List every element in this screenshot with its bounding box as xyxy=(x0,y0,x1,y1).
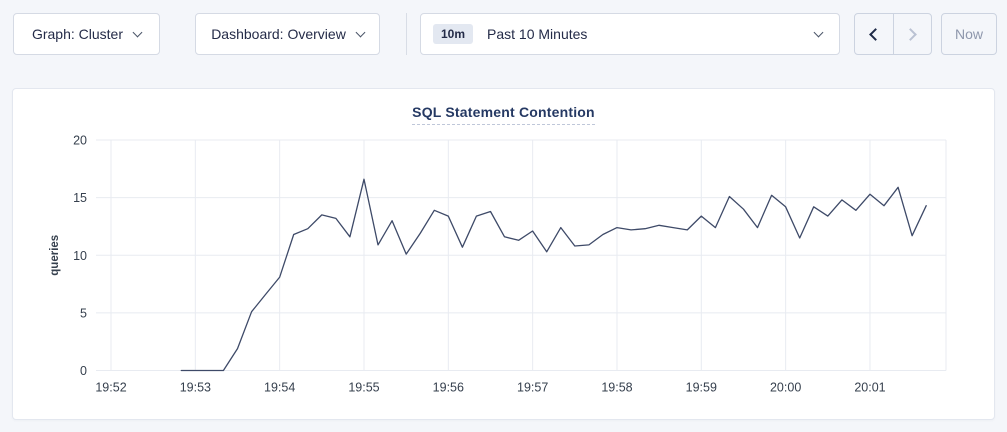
dashboard-dropdown-label: Dashboard: Overview xyxy=(211,26,346,42)
dashboard-dropdown[interactable]: Dashboard: Overview xyxy=(195,13,380,55)
x-tick-label: 20:01 xyxy=(854,381,885,395)
chart-title-row: SQL Statement Contention xyxy=(13,104,994,125)
time-range-badge: 10m xyxy=(433,24,474,44)
x-tick-label: 19:57 xyxy=(517,381,548,395)
series-line xyxy=(180,178,927,372)
chevron-down-icon xyxy=(813,27,824,38)
chart-panel: SQL Statement Contention 0 5 10 15 20 19:52 19… xyxy=(12,88,995,420)
y-tick-label: 5 xyxy=(80,306,87,320)
y-tick-label: 10 xyxy=(73,249,87,263)
time-forward-button[interactable] xyxy=(892,14,932,54)
chevron-right-icon xyxy=(904,27,918,41)
graph-dropdown[interactable]: Graph: Cluster xyxy=(13,13,160,55)
y-tick-label: 15 xyxy=(73,191,87,205)
time-back-button[interactable] xyxy=(855,14,893,54)
time-range-selector[interactable]: 10m Past 10 Minutes xyxy=(420,13,840,55)
chevron-down-icon xyxy=(355,27,366,38)
toolbar-divider xyxy=(406,13,407,55)
y-tick-label: 0 xyxy=(80,364,87,378)
x-tick-label: 19:53 xyxy=(180,381,211,395)
x-tick-label: 19:55 xyxy=(348,381,379,395)
chevron-left-icon xyxy=(868,27,882,41)
x-tick-label: 19:54 xyxy=(264,381,295,395)
time-range-label: Past 10 Minutes xyxy=(487,26,588,42)
x-tick-label: 19:58 xyxy=(601,381,632,395)
x-tick-label: 19:59 xyxy=(686,381,717,395)
graph-dropdown-label: Graph: Cluster xyxy=(31,26,124,42)
chart-plot[interactable]: 0 5 10 15 20 19:52 19:53 19:54 19:55 19:56 19:57 19… xyxy=(13,89,994,419)
time-nav-group xyxy=(854,13,932,55)
chevron-down-icon xyxy=(132,27,143,38)
chart-title[interactable]: SQL Statement Contention xyxy=(412,104,595,125)
toolbar: Graph: Cluster Dashboard: Overview 10m P… xyxy=(13,13,997,55)
now-button[interactable]: Now xyxy=(941,13,997,55)
y-axis-label: queries xyxy=(49,235,61,276)
x-tick-label: 20:00 xyxy=(770,381,801,395)
y-tick-label: 20 xyxy=(73,134,87,148)
x-tick-label: 19:56 xyxy=(433,381,464,395)
x-tick-label: 19:52 xyxy=(95,381,126,395)
